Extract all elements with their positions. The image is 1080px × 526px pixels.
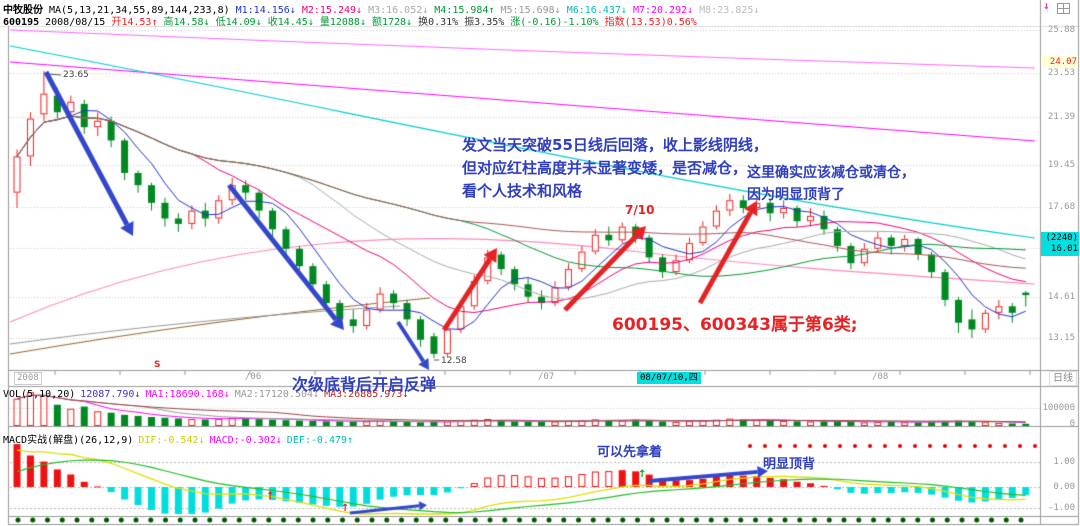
note-hold: 可以先拿着 <box>597 445 663 460</box>
marker-green-up: ↑ <box>638 469 647 480</box>
info-segment: M7:20.292↓ <box>632 5 694 16</box>
info-segment: 2008/08/15 <box>45 17 106 28</box>
label-high: 23.65 <box>63 70 89 80</box>
trend-down-icon: ↓ <box>1043 0 1050 12</box>
price-tick-label: 17.68 <box>1047 202 1075 212</box>
price-cursor-tag: (2240) 16.01 <box>1041 232 1079 256</box>
time-tick-label: /08 <box>872 372 889 382</box>
info-segment: 12087.790↓ <box>80 389 141 400</box>
note-breakout: 发文当天突破55日线后回落，收上影线阴线， 但对应红柱高度并未显著变矮，是否减仓，… <box>462 136 768 200</box>
info-segment: 开14.53↑ <box>111 17 158 28</box>
price-tick-label: 19.45 <box>1047 160 1075 170</box>
info-segment: M3:16.052↓ <box>368 5 429 16</box>
info-segment: M4:15.984↑ <box>434 5 495 16</box>
info-segment: M2:15.249↓ <box>301 5 363 16</box>
cursor-volume: (2240) <box>1045 233 1078 243</box>
info-segment: 额1728↓ <box>371 17 413 28</box>
info-segment: DIF:-0.542↓ <box>138 435 205 446</box>
marker-buy-1: ↑ <box>266 491 275 502</box>
info-segment: M8:23.825↓ <box>699 5 760 16</box>
cursor-price: 16.01 <box>1050 244 1078 254</box>
info-segment: MA(5,13,21,34,55,89,144,233,8) <box>49 5 230 16</box>
volume-tick-label: 100000 <box>1042 403 1075 413</box>
note-reduce: 这里确实应该减仓或清仓， 因为明显顶背了 <box>747 165 915 203</box>
info-segment: 低14.09↓ <box>215 17 262 28</box>
price-tick-label: 13.15 <box>1047 333 1075 343</box>
info-segment: MA3:26885.973↓ <box>324 389 409 400</box>
time-tick-label: /06 <box>245 372 262 382</box>
label-7-10: 7/10 <box>625 203 655 217</box>
macd-tick-label: -1.00 <box>1047 503 1075 513</box>
volume-pane-header: VOL(5,10,20) 12087.790↓ MA1:18690.168↓ MA2:… <box>3 389 413 400</box>
info-segment: 换0.31% <box>418 17 459 28</box>
note-divergence: 明显顶背 <box>763 457 816 472</box>
info-segment: M5:15.698↓ <box>500 5 561 16</box>
time-tick-label: 2008 <box>14 372 42 385</box>
info-segment: MACD:-0.302↓ <box>209 435 282 446</box>
price-tick-label: 14.61 <box>1047 292 1075 302</box>
info-segment: 中牧股份 <box>3 5 43 16</box>
layout-grid-icon[interactable] <box>1057 3 1070 14</box>
info-segment: MA1:18690.168↓ <box>145 389 230 400</box>
marker-sell: S <box>154 360 161 370</box>
info-segment: 高14.58↓ <box>163 17 210 28</box>
label-low: 12.58 <box>441 356 467 366</box>
info-segment: 振3.35% <box>464 17 505 28</box>
info-segment: 指数(13.53)0.56% <box>604 17 697 28</box>
info-bar-secondary: 600195 2008/08/15 开14.53↑ 高14.58↓ 低14.09↓ 收14… <box>3 13 703 28</box>
info-segment: M6:16.437↓ <box>566 5 627 16</box>
macd-pane-header: MACD实战(解盘)(26,12,9) DIF:-0.542↓ MACD:-0.30… <box>3 431 358 446</box>
price-axis-red-tick: 24.07 <box>1041 56 1078 68</box>
volume-tick-label: 0 <box>1069 419 1075 429</box>
info-segment: MA2:17120.504↓ <box>234 389 320 400</box>
info-bar-primary: 中牧股份 MA(5,13,21,34,55,89,144,233,8) M1:14.… <box>3 1 765 16</box>
price-tick-label: 23.53 <box>1047 68 1075 78</box>
macd-tick-label: 0.00 <box>1053 482 1075 492</box>
info-segment: M1:14.156↓ <box>235 5 296 16</box>
info-segment: 涨(-0.16)-1.10% <box>510 17 599 28</box>
info-segment: 量12088↓ <box>319 17 366 28</box>
price-tick-label: 21.39 <box>1047 112 1075 122</box>
marker-buy-2: ↑ <box>341 503 350 514</box>
time-cursor-tag: 08/07/10,四 <box>637 372 701 384</box>
price-tick-label: 25.88 <box>1047 25 1075 35</box>
note-rebound: 次级底背后开启反弹 <box>292 375 437 394</box>
info-segment: DEF:-0.479↑ <box>286 435 354 446</box>
note-category: 600195、600343属于第6类; <box>612 315 858 335</box>
time-tick-label: /07 <box>538 372 555 382</box>
info-segment: 收14.45↓ <box>267 17 314 28</box>
info-segment: MACD实战(解盘)(26,12,9) <box>3 435 134 446</box>
period-label[interactable]: 日线 <box>1049 371 1077 386</box>
macd-tick-label: 1.00 <box>1053 457 1075 467</box>
info-segment: 600195 <box>3 17 40 28</box>
info-segment: VOL(5,10,20) <box>3 389 76 400</box>
